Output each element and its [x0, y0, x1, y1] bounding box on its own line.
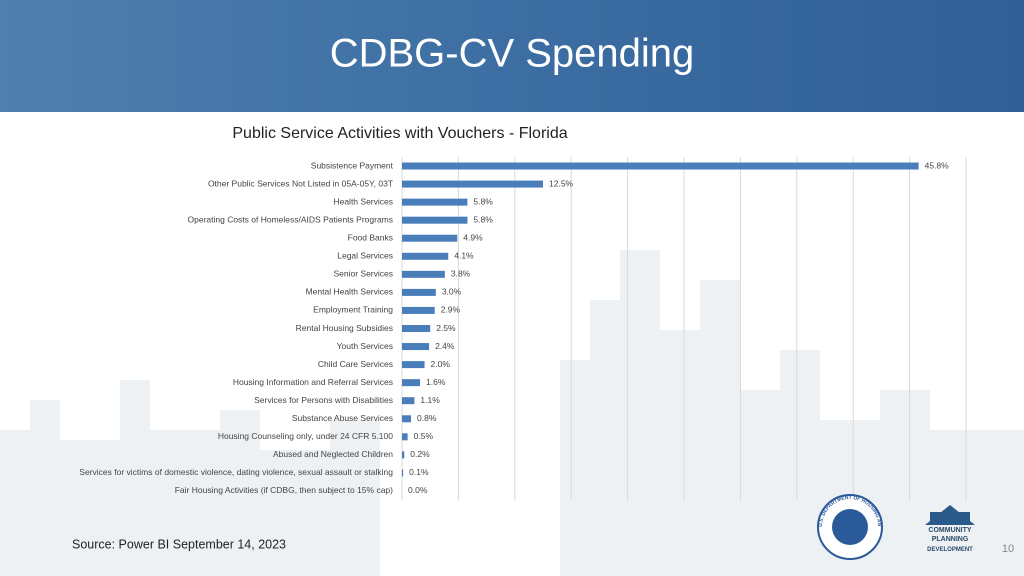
y-tick-label: Health Services: [333, 196, 393, 206]
data-label: 3.8%: [451, 269, 471, 279]
bar: [402, 325, 431, 332]
bar: [402, 162, 919, 170]
data-label: 4.9%: [463, 232, 483, 242]
y-tick-label: Employment Training: [313, 305, 393, 315]
cpd-text: COMMUNITY: [928, 527, 971, 534]
data-label: 0.1%: [409, 467, 429, 477]
data-label: 5.8%: [473, 196, 493, 206]
y-tick-label: Substance Abuse Services: [292, 413, 393, 423]
y-tick-label: Other Public Services Not Listed in 05A-…: [208, 178, 393, 188]
bar: [402, 252, 449, 260]
data-label: 3.0%: [442, 287, 462, 297]
cpd-text: DEVELOPMENT: [927, 547, 973, 553]
y-tick-label: Abused and Neglected Children: [273, 449, 393, 459]
data-label: 0.5%: [414, 431, 434, 441]
bar: [402, 270, 445, 278]
plot: Subsistence Payment 45.8% Other Public Ser…: [79, 157, 967, 500]
data-label: 5.8%: [473, 214, 493, 224]
bar: [402, 288, 436, 296]
data-label: 2.9%: [441, 305, 461, 315]
data-label: 0.8%: [417, 413, 437, 423]
y-tick-label: Child Care Services: [318, 359, 393, 369]
y-tick-label: Food Banks: [348, 232, 393, 242]
y-tick-label: Legal Services: [337, 251, 393, 261]
data-label: 4.1%: [454, 251, 474, 261]
y-tick-label: Subsistence Payment: [311, 160, 394, 170]
chart-title: Public Service Activities with Vouchers …: [232, 125, 567, 142]
header-band: [0, 0, 1024, 112]
data-label: 0.0%: [408, 485, 428, 495]
y-tick-label: Services for Persons with Disabilities: [254, 395, 393, 405]
data-label: 2.0%: [431, 359, 451, 369]
data-label: 12.5%: [549, 178, 574, 188]
y-tick-label: Housing Counseling only, under 24 CFR 5.…: [218, 431, 393, 441]
y-tick-label: Rental Housing Subsidies: [296, 323, 393, 333]
y-tick-label: Senior Services: [333, 269, 393, 279]
cpd-text: PLANNING: [932, 536, 969, 543]
data-label: 0.2%: [410, 449, 430, 459]
data-label: 1.1%: [420, 395, 440, 405]
bar: [402, 198, 468, 206]
page-number: 10: [1002, 543, 1014, 555]
bar: [402, 469, 404, 477]
y-tick-label: Mental Health Services: [306, 287, 393, 297]
slide-title: CDBG-CV Spending: [330, 32, 695, 76]
bar: [402, 234, 458, 242]
bar: [402, 397, 415, 405]
bar: [402, 343, 430, 351]
bar: [402, 433, 408, 441]
y-tick-label: Youth Services: [337, 341, 393, 351]
bar: [402, 379, 421, 387]
bar: [402, 180, 543, 188]
bar: [402, 306, 435, 314]
bar: [402, 451, 405, 459]
y-tick-label: Housing Information and Referral Service…: [233, 377, 393, 387]
data-label: 1.6%: [426, 377, 446, 387]
bar: [402, 415, 412, 423]
bar: [402, 361, 425, 369]
cpd-logo: COMMUNITY PLANNING DEVELOPMENT: [925, 505, 975, 553]
bar: [402, 216, 468, 224]
data-label: 45.8%: [925, 160, 950, 170]
data-label: 2.4%: [435, 341, 455, 351]
y-tick-label: Services for victims of domestic violenc…: [79, 467, 393, 477]
data-label: 2.5%: [436, 323, 456, 333]
skyline: [0, 250, 1024, 576]
y-tick-label: Fair Housing Activities (if CDBG, then s…: [175, 485, 393, 495]
y-tick-label: Operating Costs of Homeless/AIDS Patient…: [188, 214, 394, 224]
source: Source: Power BI September 14, 2023: [72, 537, 286, 551]
